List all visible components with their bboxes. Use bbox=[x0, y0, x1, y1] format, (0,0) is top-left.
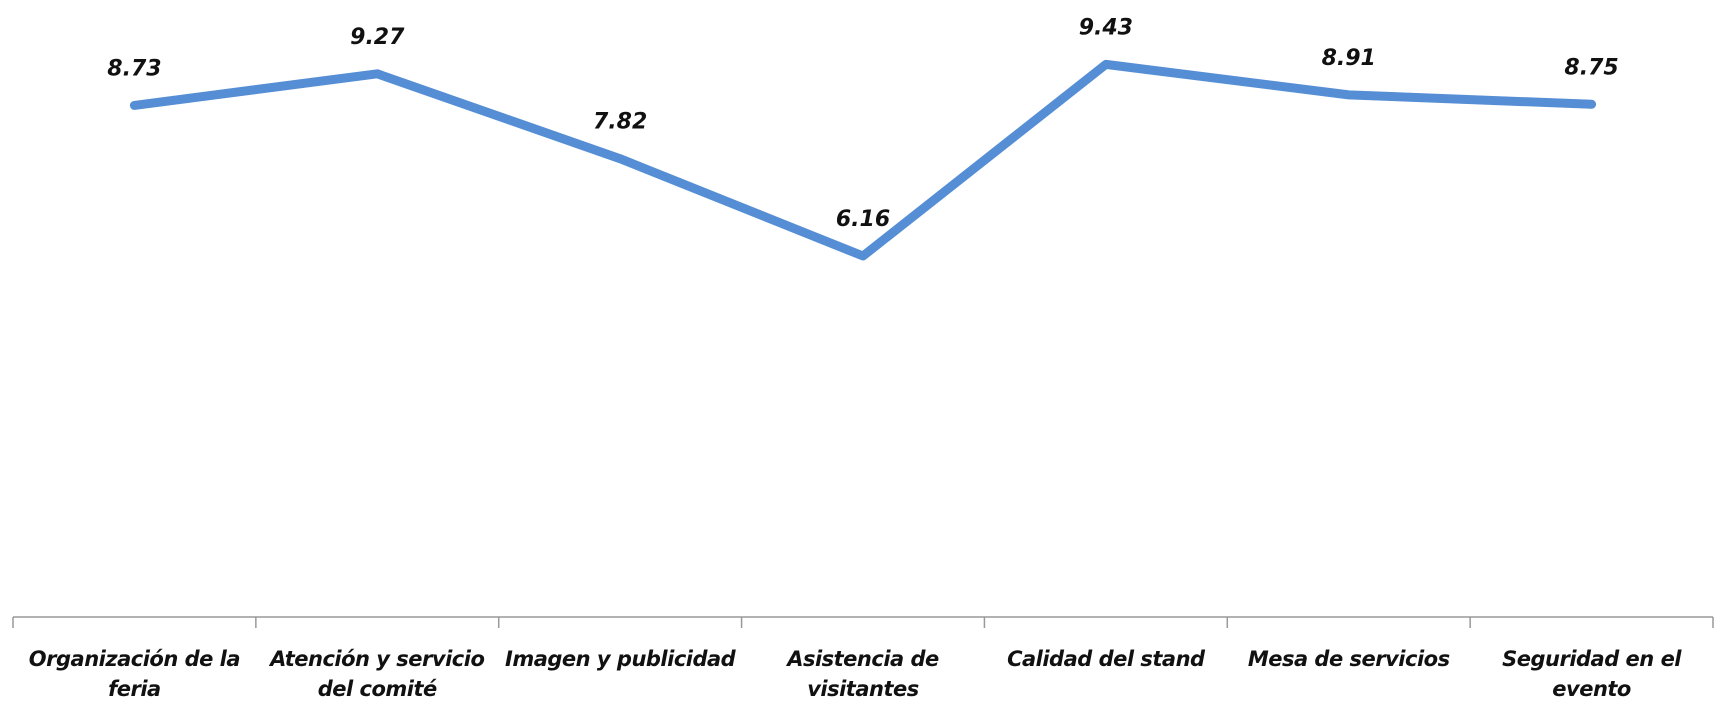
value-label: 8.91 bbox=[1322, 46, 1376, 71]
x-tick-label: Imagen y publicidad bbox=[505, 647, 736, 671]
x-tick-label: Atención y servicio del comité organizad… bbox=[270, 647, 485, 701]
x-tick-label: Calidad del stand bbox=[1007, 647, 1205, 671]
value-label: 6.16 bbox=[836, 207, 890, 232]
value-label: 7.82 bbox=[593, 110, 647, 135]
value-label: 9.27 bbox=[350, 25, 405, 50]
value-label: 8.75 bbox=[1564, 55, 1618, 80]
x-tick-label: Asistencia de visitantes bbox=[787, 647, 939, 701]
value-label: 9.43 bbox=[1079, 15, 1133, 40]
value-label: 8.73 bbox=[107, 56, 161, 81]
x-tick-label: Organización de la feria bbox=[28, 647, 241, 701]
x-tick-label: Mesa de servicios bbox=[1247, 647, 1450, 671]
x-tick-label: Seguridad en el evento bbox=[1502, 647, 1682, 701]
line bbox=[129, 59, 1597, 261]
